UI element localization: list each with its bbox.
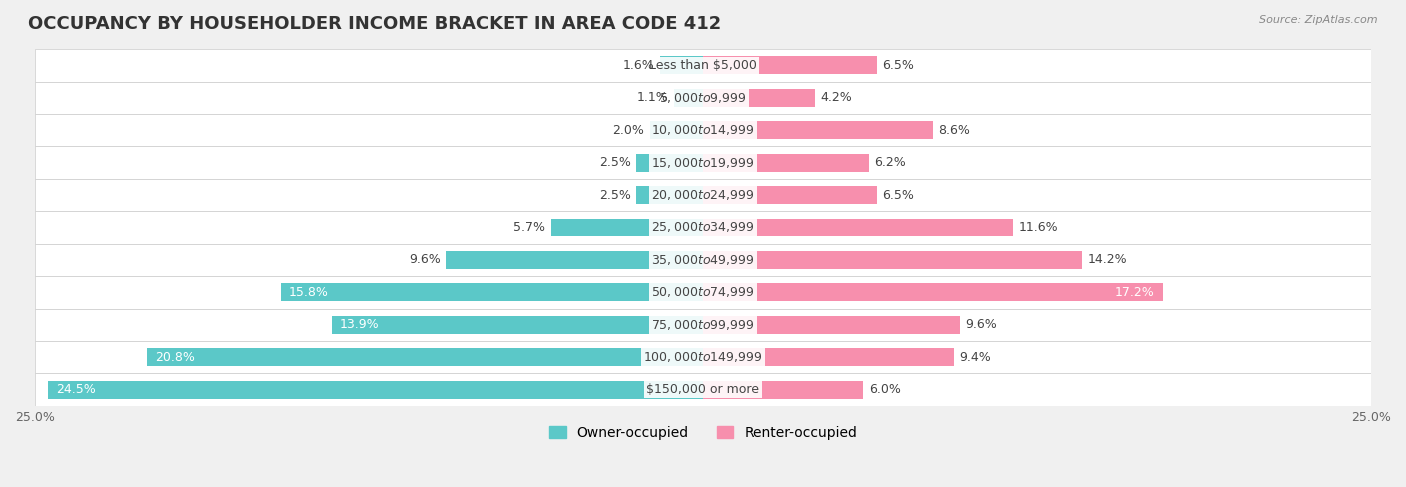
Text: $25,000 to $34,999: $25,000 to $34,999 [651, 221, 755, 234]
Bar [35, 179, 1371, 211]
Text: 8.6%: 8.6% [938, 124, 970, 137]
Text: 20.8%: 20.8% [155, 351, 195, 364]
Text: Source: ZipAtlas.com: Source: ZipAtlas.com [1260, 15, 1378, 25]
Bar [703, 89, 815, 107]
Bar [703, 348, 955, 366]
Text: 24.5%: 24.5% [56, 383, 96, 396]
Text: $20,000 to $24,999: $20,000 to $24,999 [651, 188, 755, 202]
Text: 9.6%: 9.6% [965, 318, 997, 331]
Bar [636, 154, 703, 171]
Text: 4.2%: 4.2% [821, 91, 852, 104]
Bar [703, 186, 877, 204]
Bar [703, 56, 877, 74]
Bar [148, 348, 703, 366]
Text: 6.5%: 6.5% [882, 59, 914, 72]
Bar [703, 251, 1083, 269]
Text: 1.6%: 1.6% [623, 59, 655, 72]
Text: $5,000 to $9,999: $5,000 to $9,999 [659, 91, 747, 105]
Bar [703, 121, 932, 139]
Text: OCCUPANCY BY HOUSEHOLDER INCOME BRACKET IN AREA CODE 412: OCCUPANCY BY HOUSEHOLDER INCOME BRACKET … [28, 15, 721, 33]
Bar [35, 147, 1371, 179]
Bar [703, 316, 959, 334]
Bar [703, 381, 863, 398]
Bar [661, 56, 703, 74]
Text: $50,000 to $74,999: $50,000 to $74,999 [651, 285, 755, 300]
Bar [35, 211, 1371, 244]
Bar [673, 89, 703, 107]
Text: 2.5%: 2.5% [599, 188, 631, 202]
Text: 13.9%: 13.9% [340, 318, 380, 331]
Text: 1.1%: 1.1% [637, 91, 668, 104]
Bar [703, 219, 1012, 236]
Bar [35, 81, 1371, 114]
Bar [551, 219, 703, 236]
Text: 9.4%: 9.4% [959, 351, 991, 364]
Text: $75,000 to $99,999: $75,000 to $99,999 [651, 318, 755, 332]
Bar [35, 49, 1371, 81]
Bar [650, 121, 703, 139]
Text: 2.5%: 2.5% [599, 156, 631, 169]
Bar [35, 114, 1371, 147]
Bar [35, 341, 1371, 374]
Text: 6.0%: 6.0% [869, 383, 901, 396]
Bar [48, 381, 703, 398]
Bar [703, 283, 1163, 301]
Bar [35, 244, 1371, 276]
Text: 11.6%: 11.6% [1018, 221, 1057, 234]
Bar [35, 276, 1371, 309]
Text: $35,000 to $49,999: $35,000 to $49,999 [651, 253, 755, 267]
Text: 17.2%: 17.2% [1115, 286, 1154, 299]
Text: 15.8%: 15.8% [288, 286, 329, 299]
Text: $15,000 to $19,999: $15,000 to $19,999 [651, 156, 755, 169]
Bar [447, 251, 703, 269]
Text: 5.7%: 5.7% [513, 221, 546, 234]
Text: 14.2%: 14.2% [1088, 253, 1128, 266]
Bar [703, 154, 869, 171]
Text: $100,000 to $149,999: $100,000 to $149,999 [644, 350, 762, 364]
Bar [332, 316, 703, 334]
Bar [35, 374, 1371, 406]
Text: 9.6%: 9.6% [409, 253, 441, 266]
Text: 6.5%: 6.5% [882, 188, 914, 202]
Legend: Owner-occupied, Renter-occupied: Owner-occupied, Renter-occupied [543, 420, 863, 445]
Bar [281, 283, 703, 301]
Text: $150,000 or more: $150,000 or more [647, 383, 759, 396]
Bar [636, 186, 703, 204]
Text: Less than $5,000: Less than $5,000 [650, 59, 756, 72]
Bar [35, 309, 1371, 341]
Text: 2.0%: 2.0% [613, 124, 644, 137]
Text: 6.2%: 6.2% [875, 156, 905, 169]
Text: $10,000 to $14,999: $10,000 to $14,999 [651, 123, 755, 137]
